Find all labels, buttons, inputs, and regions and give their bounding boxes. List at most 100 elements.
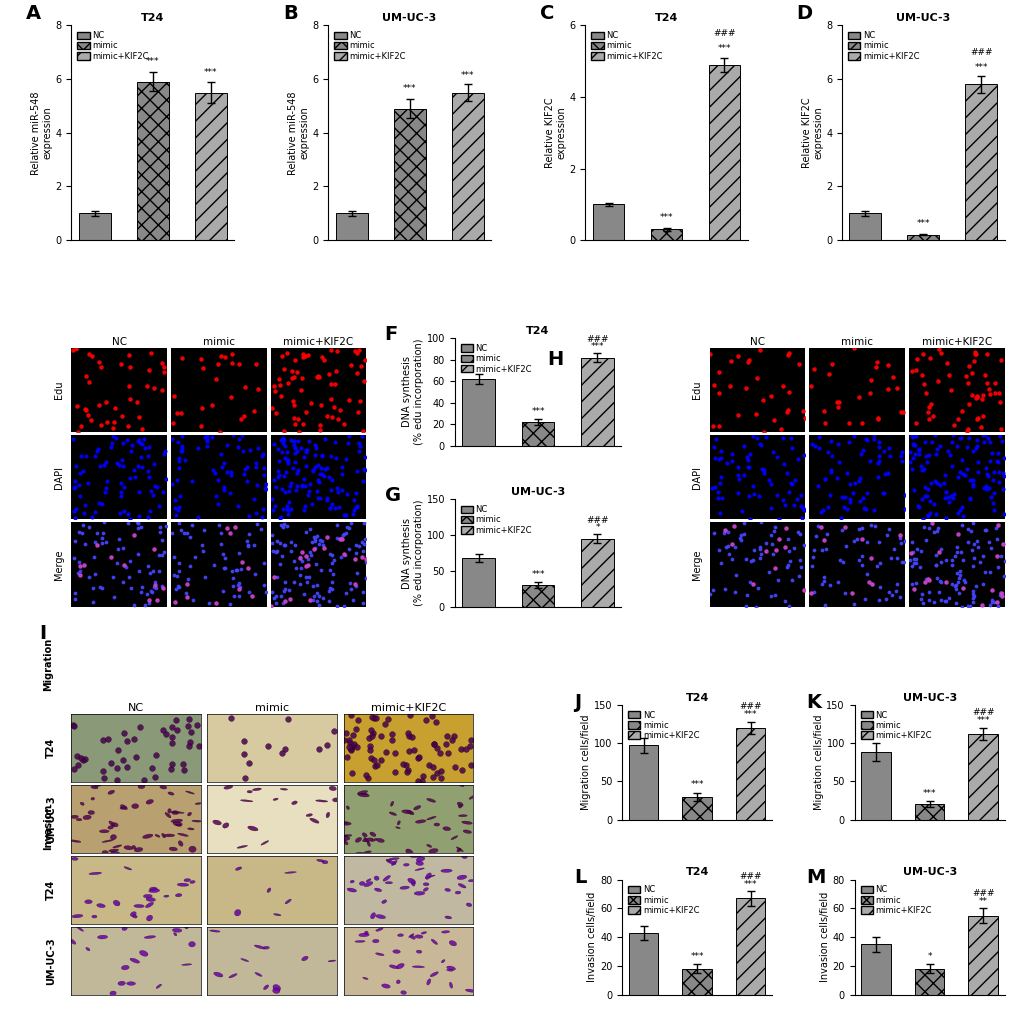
Point [171, 562, 187, 579]
Point [257, 476, 273, 492]
Point [726, 584, 742, 600]
Ellipse shape [444, 916, 451, 919]
Point [282, 500, 299, 517]
Ellipse shape [426, 978, 430, 985]
Point [862, 373, 878, 389]
Point [920, 571, 936, 588]
Point [840, 434, 856, 451]
Point [958, 423, 974, 439]
Point [282, 478, 299, 494]
Point [119, 733, 136, 749]
Point [751, 539, 767, 555]
Ellipse shape [302, 956, 308, 961]
Bar [137, 82, 168, 241]
Point [725, 519, 741, 535]
Point [276, 593, 292, 609]
Point [964, 475, 980, 491]
Point [195, 360, 211, 377]
Point [266, 472, 282, 488]
Text: ***: *** [590, 342, 603, 351]
Ellipse shape [374, 876, 379, 880]
Point [277, 582, 293, 598]
Point [179, 718, 196, 734]
Point [874, 443, 891, 459]
Point [739, 353, 755, 369]
Ellipse shape [223, 786, 232, 790]
Point [850, 473, 866, 489]
Point [947, 578, 963, 594]
Point [265, 543, 281, 559]
Point [154, 355, 170, 371]
Point [981, 489, 998, 505]
Point [880, 584, 897, 600]
Text: mimic: mimic [841, 337, 872, 346]
Point [291, 549, 308, 565]
Point [235, 408, 252, 424]
Point [72, 448, 89, 464]
Point [286, 415, 303, 431]
Point [993, 420, 1009, 436]
Point [240, 526, 257, 542]
Ellipse shape [329, 787, 336, 791]
Point [853, 556, 869, 572]
Point [304, 578, 320, 594]
Point [850, 389, 866, 405]
Ellipse shape [426, 816, 436, 820]
Point [280, 494, 297, 511]
Point [326, 376, 342, 392]
Point [328, 343, 344, 359]
Point [66, 533, 83, 549]
Point [124, 437, 141, 454]
Point [96, 769, 112, 786]
Point [738, 598, 754, 614]
Ellipse shape [240, 958, 249, 961]
Point [309, 369, 325, 386]
Bar [451, 92, 483, 241]
Y-axis label: Invasion cells/field: Invasion cells/field [587, 892, 597, 983]
Point [142, 564, 158, 581]
Point [789, 524, 805, 540]
Point [398, 763, 415, 780]
Point [903, 545, 919, 561]
Point [248, 459, 264, 475]
Point [168, 712, 184, 728]
Point [350, 404, 366, 420]
Point [967, 390, 983, 406]
Point [963, 542, 979, 558]
Point [311, 490, 327, 506]
Ellipse shape [399, 886, 409, 889]
Text: J: J [574, 693, 581, 713]
Point [991, 428, 1008, 445]
Point [904, 363, 920, 380]
Bar [907, 234, 938, 241]
Point [373, 752, 389, 768]
Point [137, 439, 153, 456]
Point [948, 564, 964, 581]
Point [335, 546, 352, 562]
Point [72, 563, 89, 580]
Point [910, 447, 926, 463]
Point [950, 411, 966, 427]
Ellipse shape [253, 788, 261, 791]
Ellipse shape [89, 872, 102, 875]
Point [268, 595, 284, 611]
Ellipse shape [173, 933, 176, 936]
Point [217, 549, 233, 565]
Point [327, 451, 343, 467]
Point [753, 462, 769, 478]
Point [148, 580, 164, 596]
Point [927, 547, 944, 563]
Point [913, 491, 929, 508]
Point [953, 517, 969, 533]
Point [210, 472, 226, 488]
Point [281, 582, 298, 598]
Point [272, 509, 288, 525]
Point [323, 555, 339, 571]
Point [269, 533, 285, 549]
Point [208, 595, 224, 611]
Point [977, 523, 994, 539]
Point [956, 574, 972, 591]
Point [377, 716, 393, 732]
Point [311, 536, 327, 552]
Point [819, 444, 836, 460]
